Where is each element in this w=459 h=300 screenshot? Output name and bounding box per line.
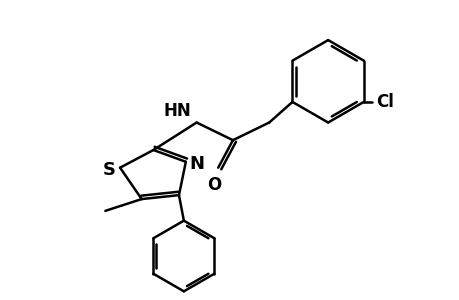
Text: HN: HN (163, 102, 191, 120)
Text: O: O (207, 176, 221, 194)
Text: N: N (190, 155, 204, 173)
Text: Cl: Cl (375, 93, 392, 111)
Text: S: S (103, 160, 116, 178)
